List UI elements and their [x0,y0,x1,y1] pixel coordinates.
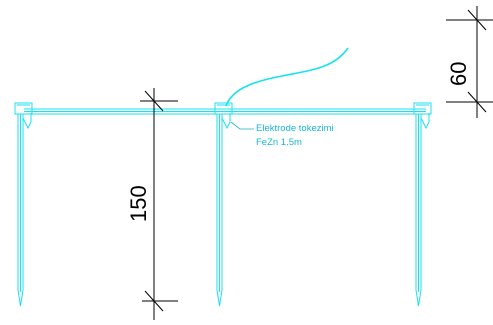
dimension-burial-depth [446,6,493,118]
annotation-line-2: FeZn 1.5m [256,137,302,148]
electrode-annotation: Elektrode tokezimi FeZn 1.5m [230,121,334,148]
electrode-rod-right [413,102,432,307]
dimension-label-150: 150 [126,185,151,222]
electrode-rod-middle [214,102,233,307]
lead-wire [225,47,349,107]
grounding-strip [24,108,426,115]
electrode-rod-left [14,102,33,307]
dimension-label-60: 60 [446,62,471,86]
dimension-electrode-length [140,88,178,320]
annotation-line-1: Elektrode tokezimi [256,123,334,134]
